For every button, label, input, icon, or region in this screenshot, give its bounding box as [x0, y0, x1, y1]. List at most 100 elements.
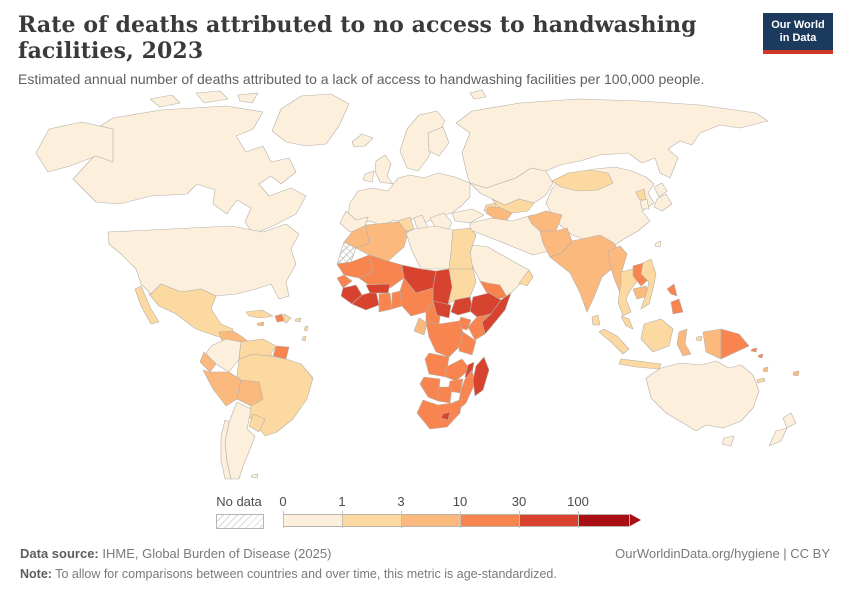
country-malay[interactable]: Malaysia: [620, 315, 634, 330]
country-taiwan[interactable]: Taiwan: [654, 240, 662, 248]
country-japan[interactable]: Japan: [653, 182, 668, 198]
country-oman[interactable]: Oman: [518, 269, 534, 287]
legend-tick-line: [578, 511, 579, 528]
country-chile[interactable]: Chile: [220, 419, 232, 480]
page-title: Rate of deaths attributed to no access t…: [18, 12, 697, 64]
legend-bin-1-3[interactable]: [342, 514, 401, 527]
country-philippines[interactable]: Philippines: [670, 298, 684, 315]
data-source-label: Data source:: [20, 546, 99, 561]
country-libya[interactable]: Libya: [405, 225, 454, 270]
legend-tick-label: 0: [279, 494, 287, 509]
country-vietnam[interactable]: Vietnam: [640, 258, 657, 310]
country-ireland[interactable]: Ireland: [362, 170, 375, 183]
country-tasmania[interactable]: Australia (Tasmania): [721, 435, 735, 447]
country-puertorico[interactable]: Puerto Rico: [294, 317, 302, 323]
country-zambia[interactable]: Zambia: [445, 358, 471, 382]
country-antilles[interactable]: Lesser Antilles: [303, 325, 309, 332]
page-subtitle: Estimated annual number of deaths attrib…: [18, 71, 705, 87]
country-vanuatu[interactable]: Vanuatu: [762, 366, 769, 373]
country-iceland[interactable]: Iceland: [351, 133, 374, 148]
country-turkey[interactable]: Turkey: [451, 208, 485, 224]
country-nz[interactable]: New Zealand: [782, 412, 797, 429]
country-solomon[interactable]: Solomon Islands: [750, 347, 758, 353]
country-philippines[interactable]: Philippines: [666, 283, 678, 297]
country-mongolia[interactable]: Mongolia: [551, 169, 614, 192]
country-egypt[interactable]: Egypt: [448, 227, 477, 270]
country-bolivia[interactable]: Bolivia: [236, 379, 264, 407]
country-haiti[interactable]: Haiti: [274, 313, 285, 323]
country-canada-arctic[interactable]: Canada: [237, 92, 259, 104]
country-sumatra[interactable]: Indonesia (Sumatra): [598, 328, 630, 355]
legend-bar: 0 1 3 10 30 100: [279, 494, 663, 536]
country-paraguay[interactable]: Paraguay / Uruguay: [248, 413, 266, 433]
country-peru[interactable]: Peru: [202, 369, 242, 407]
country-usa[interactable]: United States: [107, 223, 300, 300]
country-cuba[interactable]: Cuba: [245, 309, 274, 319]
country-car[interactable]: Central African Republic: [432, 300, 452, 319]
legend-no-data-swatch[interactable]: [216, 514, 264, 529]
country-ssudan[interactable]: South Sudan: [450, 296, 474, 316]
country-southafrica[interactable]: South Africa: [416, 398, 463, 430]
country-greenland[interactable]: Greenland: [271, 93, 350, 147]
legend-tick-line: [519, 511, 520, 528]
legend-bin-30-100[interactable]: [519, 514, 578, 527]
country-madagascar[interactable]: Madagascar: [472, 356, 490, 397]
country-namibia[interactable]: Namibia: [419, 376, 441, 402]
country-finland[interactable]: Finland: [427, 126, 450, 157]
country-canada[interactable]: Canada: [72, 105, 307, 235]
legend-tick-line: [401, 511, 402, 528]
owid-logo[interactable]: Our World in Data: [763, 13, 833, 54]
country-senegal[interactable]: Senegal: [336, 274, 353, 289]
map-legend: No data 0 1 3 10 30 100: [215, 494, 675, 536]
country-png[interactable]: Papua New Guinea: [720, 328, 750, 360]
country-java[interactable]: Indonesia (Java): [618, 358, 662, 370]
country-moluccas[interactable]: Indonesia (Moluccas): [695, 335, 703, 342]
figure-footer: Data source: IHME, Global Burden of Dise…: [20, 546, 830, 581]
note-line: Note: To allow for comparisons between c…: [20, 567, 830, 581]
country-antilles[interactable]: Lesser Antilles: [301, 335, 307, 342]
country-drc[interactable]: Democratic Republic of Congo: [425, 320, 464, 358]
country-svalbard[interactable]: Svalbard: [469, 89, 487, 100]
country-dominican[interactable]: Dominican Republic: [283, 313, 292, 324]
country-japan[interactable]: Japan: [653, 193, 673, 212]
country-angola[interactable]: Angola: [424, 352, 450, 378]
country-australia[interactable]: Australia: [645, 360, 760, 432]
country-srilanka[interactable]: Sri Lanka: [591, 314, 601, 326]
legend-tick-label: 30: [511, 494, 527, 509]
country-venezuela[interactable]: Venezuela: [238, 338, 277, 360]
country-lesotho[interactable]: Lesotho: [440, 411, 451, 421]
country-alaska[interactable]: United States (Alaska): [35, 121, 114, 173]
legend-bin-3-10[interactable]: [401, 514, 460, 527]
country-gabon[interactable]: Gabon / Congo: [413, 317, 428, 336]
country-canada-arctic[interactable]: Canada: [149, 94, 181, 108]
country-borneo[interactable]: Borneo: [640, 318, 674, 353]
country-guyanas[interactable]: Guyana / Suriname: [272, 345, 290, 360]
legend-tick-line: [342, 511, 343, 528]
country-newcaledonia[interactable]: New Caledonia: [756, 377, 766, 384]
country-burkina[interactable]: Burkina Faso: [365, 283, 391, 294]
country-fiji[interactable]: Fiji: [792, 370, 800, 377]
legend-bin-10-30[interactable]: [460, 514, 519, 527]
country-ghana[interactable]: Ghana: [378, 292, 393, 313]
note-text: To allow for comparisons between countri…: [51, 567, 557, 581]
legend-bin-0-1[interactable]: [283, 514, 342, 527]
country-tanzania[interactable]: Tanzania: [458, 331, 477, 356]
legend-bin-100+[interactable]: [578, 514, 630, 527]
country-botswana[interactable]: Botswana: [437, 386, 453, 404]
country-uk[interactable]: United Kingdom: [374, 154, 394, 185]
country-solomon[interactable]: Solomon Islands: [757, 353, 764, 359]
country-baja[interactable]: Mexico (Baja): [134, 285, 160, 325]
legend-no-data-label: No data: [216, 494, 262, 509]
country-skorea[interactable]: South Korea: [639, 198, 650, 210]
country-jamaica[interactable]: Jamaica: [256, 321, 265, 327]
country-canada-arctic[interactable]: Canada: [195, 90, 229, 104]
owid-link[interactable]: OurWorldinData.org/hygiene | CC BY: [615, 546, 830, 561]
legend-tick-label: 1: [338, 494, 346, 509]
country-nz[interactable]: New Zealand: [768, 427, 788, 447]
country-falkland[interactable]: Falkland Islands: [250, 473, 259, 479]
legend-tick-label: 100: [567, 494, 589, 509]
country-sulawesi[interactable]: Indonesia (Sulawesi): [676, 328, 692, 357]
country-mexico[interactable]: Mexico: [148, 283, 234, 340]
country-wpapua[interactable]: Indonesia (Papua): [702, 328, 722, 360]
